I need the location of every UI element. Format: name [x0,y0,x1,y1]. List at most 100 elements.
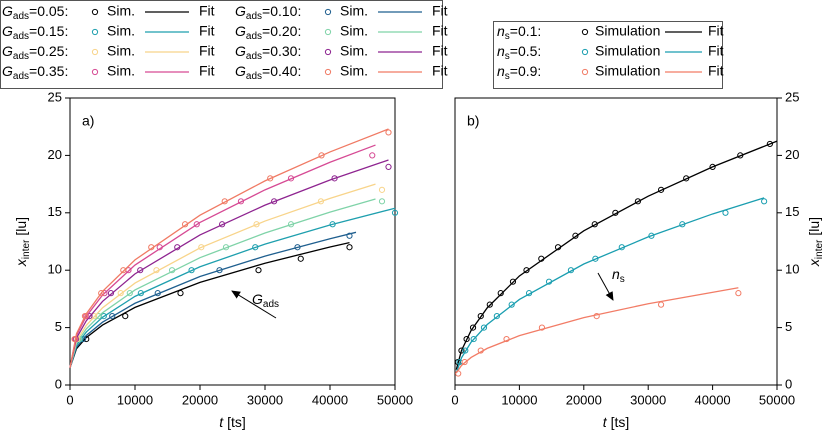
legend-sim-label: Sim. [107,43,135,59]
legend-label-part: =0.10: [262,3,301,19]
legend-label-part: =0.1: [510,23,542,39]
legend-label-part: =0.9: [510,63,542,79]
sim-point [761,198,768,205]
sim-point [137,267,144,274]
annotation: ns [612,266,625,285]
fit-line [69,183,376,368]
sim-point [735,290,742,297]
legend-label: Gads=0.20: [235,23,301,42]
sim-point [107,290,115,297]
x-tick-label: 20000 [566,392,602,407]
sim-point [117,290,124,297]
annotation-part: n [612,266,620,282]
legend-fit-label: Fit [708,23,724,39]
sim-point [766,140,774,148]
fit-line [455,287,739,374]
y-axis-title-part: x [13,258,29,267]
sim-point [591,221,598,228]
legend-marker [324,48,332,56]
sim-point [538,324,546,331]
sim-point [477,313,484,320]
sim-point [252,244,259,251]
y-axis-title-part: [lu] [806,217,822,236]
legend-label-part: ads [246,51,262,62]
legend-label-part: n [497,63,505,79]
x-tick-label: 0 [66,392,73,407]
legend-sim-label: Simulation [595,43,660,59]
x-axis-title: t [ts] [219,414,246,430]
legend-box [0,0,443,89]
sim-point [461,358,468,366]
sim-point [709,163,716,170]
legend-label-part: =0.40: [262,63,301,79]
sim-point [222,244,230,251]
legend-label-part: ads [13,71,29,82]
sim-point [538,255,545,262]
sim-point [294,244,301,251]
x-axis-title-part: t [219,414,224,430]
sim-point [593,313,600,320]
legend-label-part: G [2,3,13,19]
sim-point [98,290,105,297]
sim-point [391,209,399,216]
x-tick-label: 10000 [501,392,537,407]
sim-point [463,335,470,343]
fit-line [69,144,376,368]
sim-point [221,198,228,205]
sim-point [679,221,686,228]
legend-box [493,21,723,89]
legend-marker [581,48,589,56]
legend-label: ns=0.5: [497,43,541,62]
sim-point [287,221,295,228]
legend-fit-label: Fit [199,63,215,79]
legend-label-part: G [235,63,246,79]
legend-label-part: G [235,23,246,39]
sim-point [90,313,98,320]
sim-point [271,198,278,205]
sim-point [493,313,500,320]
y-axis-title: xinter [lu] [13,217,32,267]
annotation-arrow [597,272,614,301]
fit-line [455,140,778,370]
legend-label-part: ads [13,31,29,42]
annotation-part: ads [263,299,279,310]
legend-fit-label: Fit [708,63,724,79]
sim-point [193,221,200,228]
sim-point [618,244,625,251]
y-tick-label: 25 [48,89,62,104]
legend-marker [324,28,332,36]
x-tick-label: 10000 [117,392,153,407]
legend-sim-label: Sim. [340,3,368,19]
legend-label-part: ads [246,71,262,82]
fit-line [69,231,357,368]
sim-point [648,232,655,239]
y-tick-label: 15 [785,204,799,219]
sim-point [469,324,477,331]
sim-point [477,347,484,354]
y-axis-title-part: x [806,258,822,267]
sim-point [385,129,392,136]
legend-marker [324,68,332,76]
legend-label: Gads=0.10: [235,3,301,22]
sim-point [174,244,181,251]
sim-point [156,244,163,251]
legend-label-part: G [235,43,246,59]
fit-line [69,242,350,368]
sim-point [71,335,78,343]
x-axis-title-part: [ts] [227,414,246,430]
sim-point [329,221,336,228]
sim-point [346,232,353,239]
legend-sim-label: Sim. [340,43,368,59]
sim-point [153,267,160,274]
legend-label: Gads=0.15: [2,23,68,42]
sim-point [486,301,493,308]
sim-point [455,370,462,377]
annotation: Gads [252,291,279,310]
y-tick-label: 10 [48,262,62,277]
sim-point [657,186,665,193]
y-tick-label: 20 [785,147,799,162]
sim-point [216,267,223,274]
legend-label: Gads=0.25: [2,43,68,62]
legend-label: Gads=0.30: [235,43,301,62]
legend-label: Gads=0.35: [2,63,68,82]
